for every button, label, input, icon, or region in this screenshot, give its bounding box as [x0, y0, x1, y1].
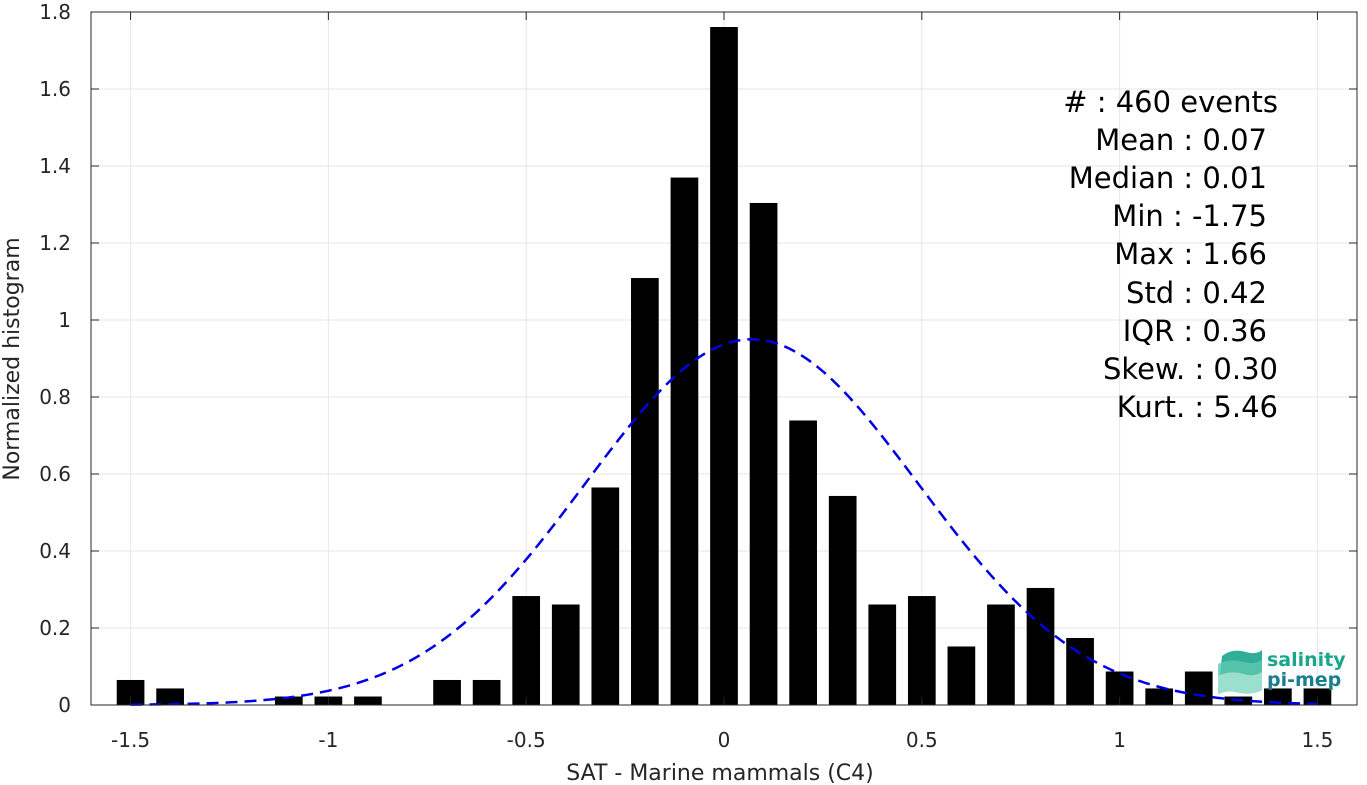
y-tick-label: 1 [58, 308, 71, 332]
y-axis-title: Normalized histogram [0, 237, 25, 480]
stat-iqr: IQR : 0.36 [1123, 314, 1267, 348]
histogram-bar [670, 177, 699, 706]
histogram-bar [828, 495, 857, 705]
histogram-bar [907, 596, 936, 705]
x-tick-label: 1 [1113, 728, 1126, 752]
histogram-bar [947, 646, 976, 705]
x-tick-label: 1.5 [1302, 728, 1334, 752]
histogram-bar [1264, 688, 1292, 705]
y-tick-label: 0.2 [39, 616, 71, 640]
bars [116, 27, 1332, 706]
y-tick-label: 1.2 [39, 231, 71, 255]
normal-fit-curve [130, 338, 1318, 706]
x-axis-ticks: -1.5 -1 -0.5 0 0.5 1 1.5 [111, 12, 1333, 752]
stats-annotations: # : 460 events Mean : 0.07 Median : 0.01… [1063, 85, 1278, 424]
x-tick-label: -1 [318, 728, 338, 752]
stat-mean: Mean : 0.07 [1095, 123, 1267, 157]
x-axis-title: SAT - Marine mammals (C4) [566, 761, 874, 785]
histogram-bar [987, 604, 1015, 705]
histogram-bar [156, 688, 184, 705]
histogram-bar [274, 696, 303, 705]
stat-skew: Skew. : 0.30 [1103, 352, 1278, 386]
salinity-pi-mep-logo: salinity pi-mep [1218, 649, 1346, 694]
y-tick-label: 1.4 [39, 154, 71, 178]
histogram-bar [1026, 587, 1055, 705]
logo-line1: salinity [1267, 649, 1346, 671]
stat-std: Std : 0.42 [1126, 276, 1267, 310]
stat-count: # : 460 events [1063, 85, 1278, 119]
x-tick-label: -0.5 [507, 728, 546, 752]
y-tick-label: 0.4 [39, 539, 71, 563]
logo-line2: pi-mep [1267, 669, 1341, 691]
y-axis-ticks: 0 0.2 0.4 0.6 0.8 1 1.2 1.4 1.6 1.8 [39, 0, 1357, 717]
x-tick-label: 0.5 [906, 728, 938, 752]
histogram-bar [749, 202, 778, 705]
histogram-bar [1066, 638, 1094, 705]
histogram-bar [1145, 688, 1174, 705]
y-tick-label: 1.8 [39, 0, 71, 24]
histogram-bar [868, 604, 897, 705]
histogram-bar [512, 596, 541, 705]
y-tick-label: 0.6 [39, 462, 71, 486]
y-tick-label: 1.6 [39, 77, 71, 101]
histogram-bar [472, 679, 501, 705]
x-tick-label: 0 [718, 728, 731, 752]
stat-min: Min : -1.75 [1112, 199, 1267, 233]
stat-kurt: Kurt. : 5.46 [1117, 390, 1278, 424]
stat-max: Max : 1.66 [1114, 237, 1267, 271]
histogram-bar [551, 604, 580, 705]
histogram-bar [433, 679, 461, 705]
histogram-bar [789, 420, 817, 705]
x-tick-label: -1.5 [111, 728, 150, 752]
histogram-bar [710, 27, 738, 705]
wave-logo-icon [1218, 650, 1262, 694]
y-tick-label: 0 [58, 693, 71, 717]
histogram-bar [354, 696, 382, 705]
y-tick-label: 0.8 [39, 385, 71, 409]
histogram-bar [591, 487, 620, 705]
histogram-bar [631, 278, 659, 705]
stat-median: Median : 0.01 [1069, 161, 1267, 195]
histogram-bar [1184, 671, 1213, 705]
histogram-bar [1303, 688, 1332, 705]
